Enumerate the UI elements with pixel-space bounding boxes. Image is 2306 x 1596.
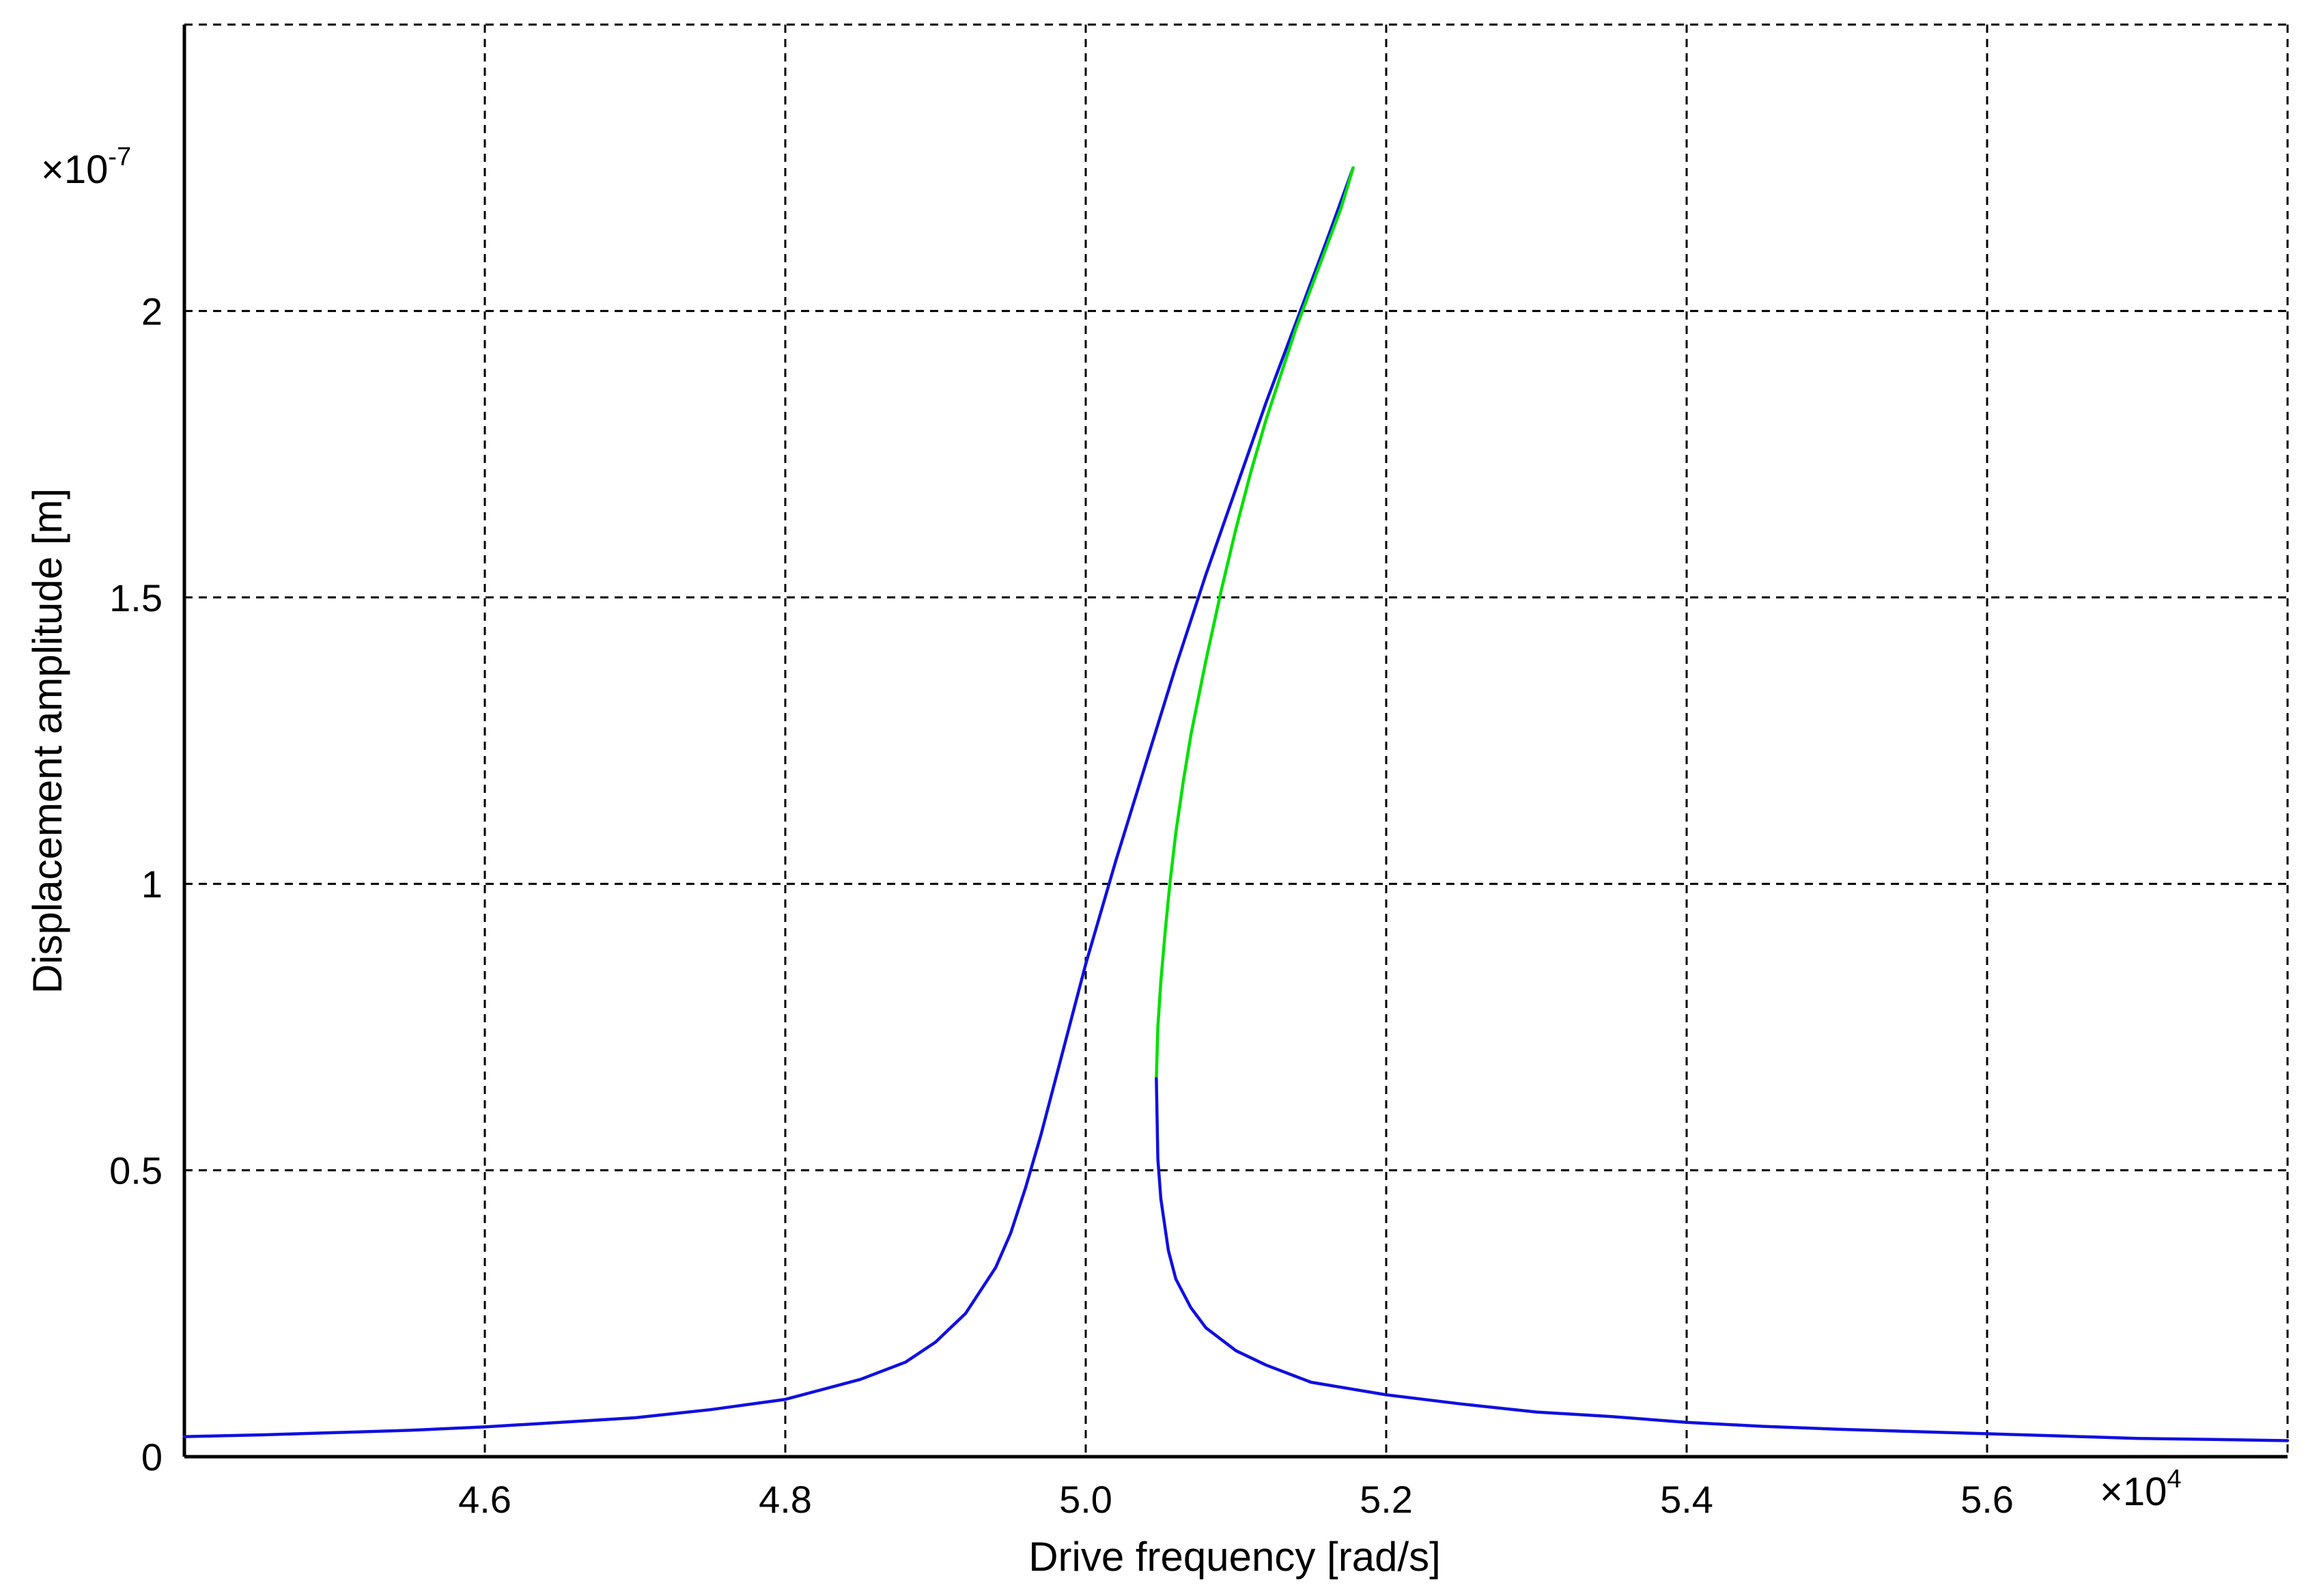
x-multiplier-label: ×104 <box>2100 1465 2182 1514</box>
x-tick-label: 4.6 <box>458 1478 511 1521</box>
grid <box>184 23 2289 1457</box>
x-tick-label: 5.0 <box>1059 1478 1112 1521</box>
series-line-1 <box>1155 166 1355 1080</box>
y-multiplier-label: ×10-7 <box>41 143 131 192</box>
x-tick-label: 5.4 <box>1660 1478 1713 1521</box>
x-axis-title: Drive frequency [rad/s] <box>1028 1534 1441 1580</box>
y-tick-label: 0.5 <box>109 1149 163 1192</box>
y-tick-label: 1.5 <box>109 576 163 619</box>
y-tick-label: 1 <box>141 863 163 906</box>
x-tick-labels: 4.6 4.8 5.0 5.2 5.4 5.6 <box>458 1478 2014 1521</box>
x-tick-label: 4.8 <box>759 1478 812 1521</box>
y-tick-labels: 0 0.5 1 1.5 2 <box>109 290 163 1479</box>
x-multiplier-exponent: 4 <box>2167 1465 2181 1494</box>
y-tick-label: 2 <box>141 290 163 333</box>
x-tick-label: 5.6 <box>1960 1478 2014 1521</box>
series-line-0 <box>182 166 1355 1438</box>
x-tick-label: 5.2 <box>1360 1478 1413 1521</box>
y-multiplier-exponent: -7 <box>108 143 131 171</box>
x-multiplier-base: ×10 <box>2100 1470 2167 1514</box>
y-multiplier-base: ×10 <box>41 148 108 192</box>
y-tick-label: 0 <box>141 1436 163 1479</box>
axes <box>182 25 2288 1459</box>
series-line-2 <box>1155 1077 2290 1442</box>
y-axis-title: Displacement amplitude [m] <box>25 488 70 994</box>
series-layer <box>182 166 2290 1442</box>
